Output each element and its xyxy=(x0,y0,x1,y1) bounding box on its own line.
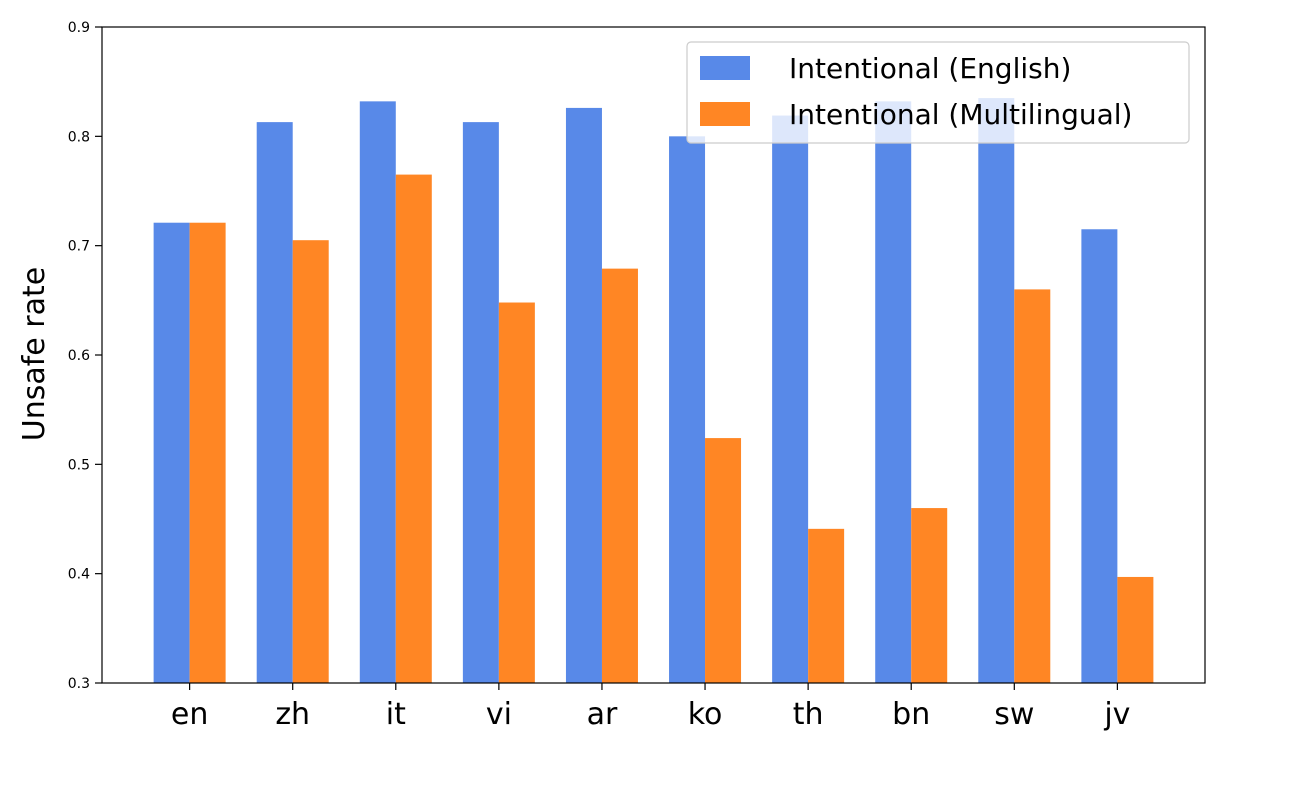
plot-frame xyxy=(101,26,1206,684)
bar-english-en xyxy=(153,222,190,683)
bar-multilingual-jv xyxy=(1117,576,1154,683)
y-tick-label-0.3: 0.3 xyxy=(68,676,90,692)
x-tick-label-it: it xyxy=(386,697,406,732)
x-tick-label-th: th xyxy=(793,697,824,732)
bar-english-it xyxy=(359,101,396,684)
y-tick-label-0.9: 0.9 xyxy=(68,20,90,36)
y-tick-label-0.8: 0.8 xyxy=(68,129,90,145)
y-tick-label-0.6: 0.6 xyxy=(68,348,90,364)
legend-swatch-multilingual xyxy=(700,102,750,126)
bar-multilingual-th xyxy=(808,528,845,683)
y-axis-title: Unsafe rate xyxy=(17,267,52,441)
x-tick-label-ko: ko xyxy=(688,697,723,732)
x-tick-label-sw: sw xyxy=(994,697,1034,732)
x-tick-label-ar: ar xyxy=(587,697,618,732)
legend: Intentional (English) Intentional (Multil… xyxy=(686,41,1190,144)
y-tick-label-0.7: 0.7 xyxy=(68,239,90,255)
bar-multilingual-zh xyxy=(292,240,329,683)
bar-english-bn xyxy=(875,101,912,684)
y-tick-label-0.4: 0.4 xyxy=(68,567,90,583)
bar-english-vi xyxy=(462,122,499,684)
legend-label-multilingual: Intentional (Multilingual) xyxy=(789,98,1132,131)
x-tick-label-vi: vi xyxy=(486,697,512,732)
bar-multilingual-bn xyxy=(911,508,948,683)
bar-multilingual-ko xyxy=(705,438,742,683)
bar-multilingual-sw xyxy=(1014,289,1051,683)
x-tick-label-zh: zh xyxy=(275,697,310,732)
bar-multilingual-vi xyxy=(498,302,535,683)
bar-english-jv xyxy=(1081,229,1118,683)
bar-multilingual-ar xyxy=(601,268,638,683)
bar-english-zh xyxy=(256,122,293,684)
legend-swatch-english xyxy=(700,56,750,80)
bar-multilingual-it xyxy=(395,174,432,683)
axes-layer: en zh it vi ar ko th bn sw jv 0.3 0.4 0.5 0.6 0.7 0.8 0.… xyxy=(68,20,1206,732)
bar-english-ko xyxy=(669,136,706,683)
bar-english-th xyxy=(772,115,809,683)
legend-box xyxy=(686,41,1190,144)
bar-english-sw xyxy=(978,98,1015,683)
bars-layer xyxy=(153,98,1154,684)
x-tick-label-en: en xyxy=(171,697,208,732)
x-tick-label-bn: bn xyxy=(892,697,930,732)
bar-multilingual-en xyxy=(189,222,226,683)
x-tick-label-jv: jv xyxy=(1103,697,1130,732)
legend-label-english: Intentional (English) xyxy=(789,52,1071,85)
y-tick-label-0.5: 0.5 xyxy=(68,457,90,473)
bar-english-ar xyxy=(565,107,602,683)
